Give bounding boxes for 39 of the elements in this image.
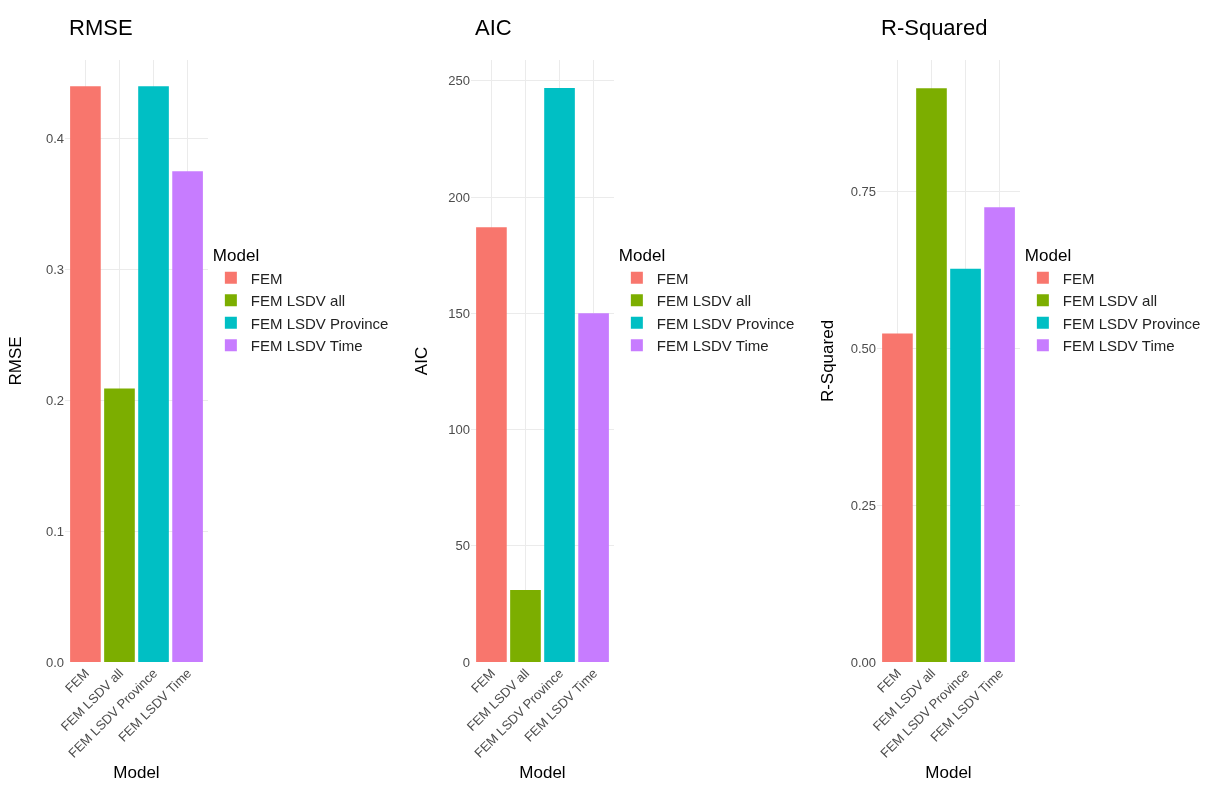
- y-axis-title: AIC: [412, 346, 431, 376]
- y-tick-label: 100: [448, 422, 470, 438]
- y-tick-label: 0.00: [850, 654, 876, 670]
- legend-label: FEM LSDV all: [656, 292, 752, 309]
- y-tick-label: 0.0: [45, 654, 64, 670]
- y-tick-label: 0.3: [45, 261, 64, 277]
- y-tick-label: 50: [455, 538, 470, 554]
- legend-title: Model: [1024, 246, 1072, 266]
- legend-label: FEM LSDV Province: [250, 314, 389, 332]
- legend-label: FEM LSDV Time: [250, 337, 363, 354]
- y-tick-label: 0.4: [45, 131, 64, 147]
- y-tick-label: 0: [462, 654, 470, 670]
- y-tick-label: 250: [448, 73, 470, 89]
- legend-label: FEM: [1062, 269, 1095, 287]
- y-axis-title: R-Squared: [818, 319, 837, 403]
- legend-title: Model: [212, 246, 260, 266]
- legend-label: FEM LSDV Time: [656, 337, 769, 354]
- chart-title: R-Squared: [881, 15, 988, 41]
- chart-title: RMSE: [69, 15, 133, 41]
- legend-label: FEM LSDV Province: [656, 314, 795, 332]
- y-axis-title: RMSE: [6, 336, 25, 386]
- y-tick-label: 0.2: [45, 392, 64, 408]
- legend-label: FEM LSDV all: [1062, 292, 1158, 309]
- x-axis-title: Model: [925, 762, 972, 782]
- x-axis-title: Model: [519, 762, 566, 782]
- legend-label: FEM LSDV all: [250, 292, 346, 309]
- y-tick-label: 0.25: [850, 497, 876, 513]
- legend-title: Model: [618, 246, 666, 266]
- y-tick-label: 200: [448, 189, 470, 205]
- y-tick-label: 0.1: [45, 523, 64, 539]
- y-tick-label: 0.50: [850, 341, 876, 357]
- x-axis-title: Model: [113, 762, 160, 782]
- y-tick-label: 0.75: [850, 184, 876, 200]
- legend-label: FEM: [656, 269, 689, 287]
- legend-label: FEM LSDV Province: [1062, 314, 1201, 332]
- legend-label: FEM LSDV Time: [1062, 337, 1175, 354]
- legend-label: FEM: [250, 269, 283, 287]
- chart-title: AIC: [475, 15, 512, 41]
- y-tick-label: 150: [448, 305, 470, 321]
